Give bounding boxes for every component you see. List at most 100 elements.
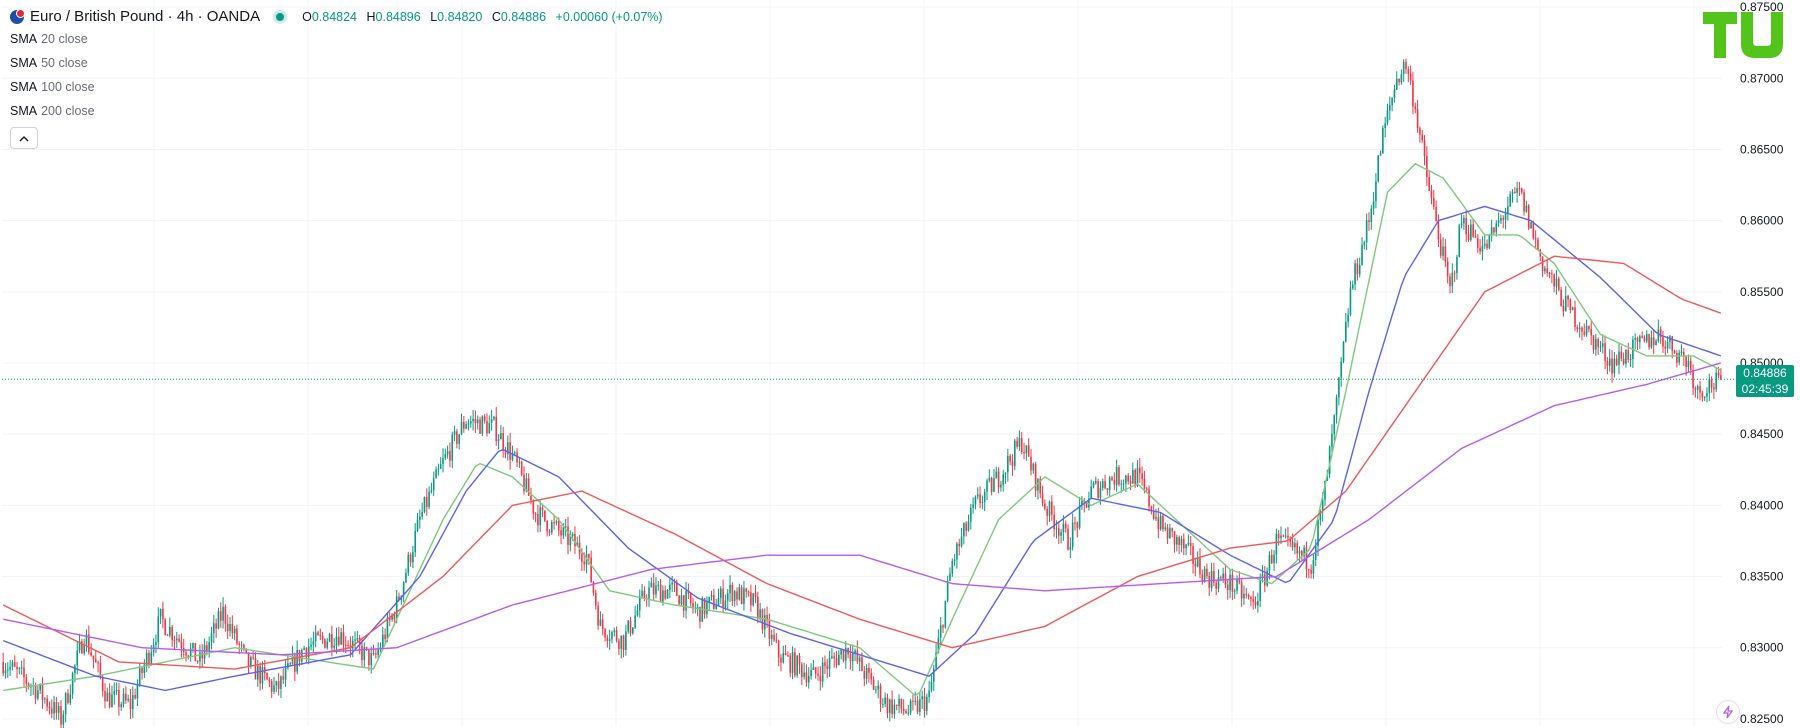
down-candle [1194,557,1197,577]
up-candle [1458,223,1461,258]
indicator-sma50[interactable]: SMA 50 close [10,56,88,70]
down-candle [67,689,69,705]
down-candle [773,628,775,643]
down-candle [1245,587,1248,599]
up-candle [1511,189,1514,203]
down-candle [81,638,83,654]
price-tick-label: 0.83500 [1740,570,1784,584]
down-candle [1067,524,1069,551]
up-candle [476,415,479,430]
up-candle [1187,534,1190,547]
down-candle [215,618,217,639]
down-candle [622,634,625,658]
up-candle [1639,334,1641,349]
up-candle [1608,348,1611,372]
up-candle [386,612,389,643]
down-candle [1199,548,1201,579]
down-candle [902,699,905,716]
down-candle [979,486,981,509]
chart-grid [2,0,1722,726]
up-candle [1312,554,1315,579]
up-candle [199,644,201,670]
up-candle [446,445,449,459]
indicator-sma200[interactable]: SMA 200 close [10,104,95,118]
down-candle [1514,187,1516,194]
up-candle [1650,330,1653,349]
down-candle [1664,340,1667,356]
up-candle [6,662,9,678]
last-price-label: 0.84886 02:45:39 [1736,365,1794,397]
down-candle [16,662,18,679]
down-candle [1567,294,1569,308]
up-candle [127,694,129,703]
up-candle [437,463,440,476]
down-candle [162,601,164,629]
up-candle [1391,97,1393,112]
down-candle [703,597,706,619]
up-candle [453,425,456,441]
up-candle [1132,462,1134,484]
lightning-icon[interactable] [1716,700,1740,724]
down-candle [692,597,694,614]
up-candle [729,575,731,602]
down-candle [1405,58,1407,74]
up-candle [564,519,567,537]
up-candle [613,627,616,637]
down-candle [219,602,222,628]
up-candle [608,629,611,650]
up-candle [518,457,521,468]
up-candle [1504,207,1507,230]
indicator-sma20[interactable]: SMA 20 close [10,32,88,46]
up-candle [143,659,146,679]
sma100-line [2,255,1722,670]
down-candle [594,589,597,610]
up-candle [539,500,542,533]
down-candle [324,638,326,649]
up-candle [78,633,81,654]
up-candle [1261,564,1264,583]
down-candle [166,633,169,636]
down-candle [1557,276,1560,292]
up-candle [1463,214,1465,230]
down-candle [664,585,667,601]
down-candle [1615,354,1618,367]
down-candle [1423,135,1426,166]
down-candle [1118,465,1120,487]
down-candle [1622,352,1625,366]
up-candle [1176,534,1178,552]
down-candle [23,658,25,687]
down-candle [238,641,241,654]
up-candle [497,434,500,450]
up-candle [53,695,55,720]
up-candle [444,448,447,461]
down-candle [784,645,787,656]
down-candle [259,662,261,691]
up-candle [1319,509,1322,526]
up-candle [1708,373,1711,402]
down-candle [1419,126,1421,143]
down-candle [1287,526,1289,547]
up-candle [939,617,942,645]
down-candle [990,476,993,496]
symbol-title[interactable]: Euro / British Pound · 4h · OANDA [30,8,261,25]
up-candle [875,685,877,694]
down-candle [55,697,58,720]
collapse-legend-button[interactable] [10,127,38,149]
down-candle [1201,569,1204,585]
up-candle [1090,479,1092,500]
up-candle [569,530,572,552]
down-candle [1627,342,1630,363]
up-candle [638,589,641,618]
up-candle [1634,333,1636,350]
up-candle [62,710,65,728]
indicator-sma100[interactable]: SMA 100 close [10,80,95,94]
price-tick-label: 0.83000 [1740,641,1784,655]
down-candle [1127,472,1130,485]
down-candle [1307,568,1310,579]
up-candle [1203,566,1206,583]
high-value: 0.84896 [375,10,421,24]
up-candle [333,638,336,651]
up-candle [1451,263,1454,293]
up-candle [956,541,958,569]
